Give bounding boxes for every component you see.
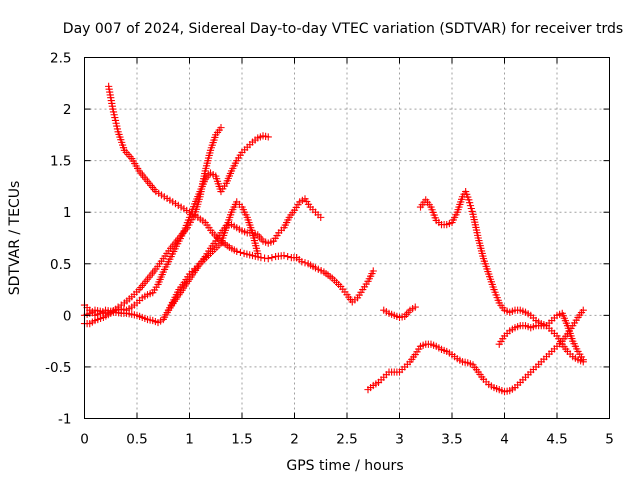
data-point <box>268 253 276 262</box>
x-tick-label: 3 <box>395 432 404 448</box>
x-tick-label: 2 <box>290 432 299 448</box>
y-tick-label: -1 <box>58 412 71 428</box>
data-point <box>301 259 309 267</box>
y-tick-label: 2.5 <box>50 51 71 67</box>
series-10 <box>495 309 587 364</box>
x-tick-label: 0.5 <box>126 432 147 448</box>
chart-title: Day 007 of 2024, Sidereal Day-to-day VTE… <box>63 21 623 37</box>
y-tick-label: 0.5 <box>50 257 71 273</box>
series-4 <box>80 124 225 328</box>
x-tick-label: 1.5 <box>231 432 252 448</box>
data-point <box>579 356 587 364</box>
series-7 <box>380 303 419 322</box>
data-point <box>254 249 262 258</box>
x-tick-label: 4.5 <box>546 432 567 448</box>
data-point <box>233 247 241 256</box>
data-point <box>369 267 377 275</box>
series-9 <box>364 306 587 396</box>
y-tick-label: 2 <box>63 102 72 118</box>
x-tick-label: 5 <box>605 432 614 448</box>
data-point <box>284 252 292 261</box>
axis-ticks <box>84 57 610 419</box>
x-tick-label: 2.5 <box>336 432 357 448</box>
series-5 <box>80 132 272 319</box>
data-point <box>411 303 419 311</box>
data-point <box>579 306 587 314</box>
x-tick-label: 1 <box>185 432 194 448</box>
y-tick-label: 1.5 <box>50 154 71 170</box>
series-2 <box>293 253 377 306</box>
series-8 <box>416 187 587 366</box>
y-axis-label: SDTVAR / TECUs <box>7 181 23 296</box>
series-1 <box>105 82 301 263</box>
x-tick-labels: 0 0.5 1 1.5 2 2.5 3 3.5 4 4.5 5 <box>80 432 614 448</box>
data-point <box>264 133 272 141</box>
y-tick-label: 1 <box>63 205 72 221</box>
x-tick-label: 4 <box>500 432 509 448</box>
y-tick-label: 0 <box>63 308 72 324</box>
y-tick-label: -0.5 <box>45 360 71 376</box>
x-tick-label: 3.5 <box>441 432 462 448</box>
data-point <box>236 248 245 257</box>
x-tick-label: 0 <box>80 432 89 448</box>
data-point <box>280 251 288 260</box>
grid <box>84 57 610 419</box>
data-point <box>317 213 325 221</box>
data-point <box>264 255 272 263</box>
data-point <box>217 124 225 132</box>
data-series <box>80 82 587 396</box>
data-point <box>298 258 306 266</box>
y-tick-labels: -1 -0.5 0 0.5 1 1.5 2 2.5 <box>45 51 71 428</box>
x-axis-label: GPS time / hours <box>286 458 403 474</box>
series-6 <box>164 198 262 314</box>
